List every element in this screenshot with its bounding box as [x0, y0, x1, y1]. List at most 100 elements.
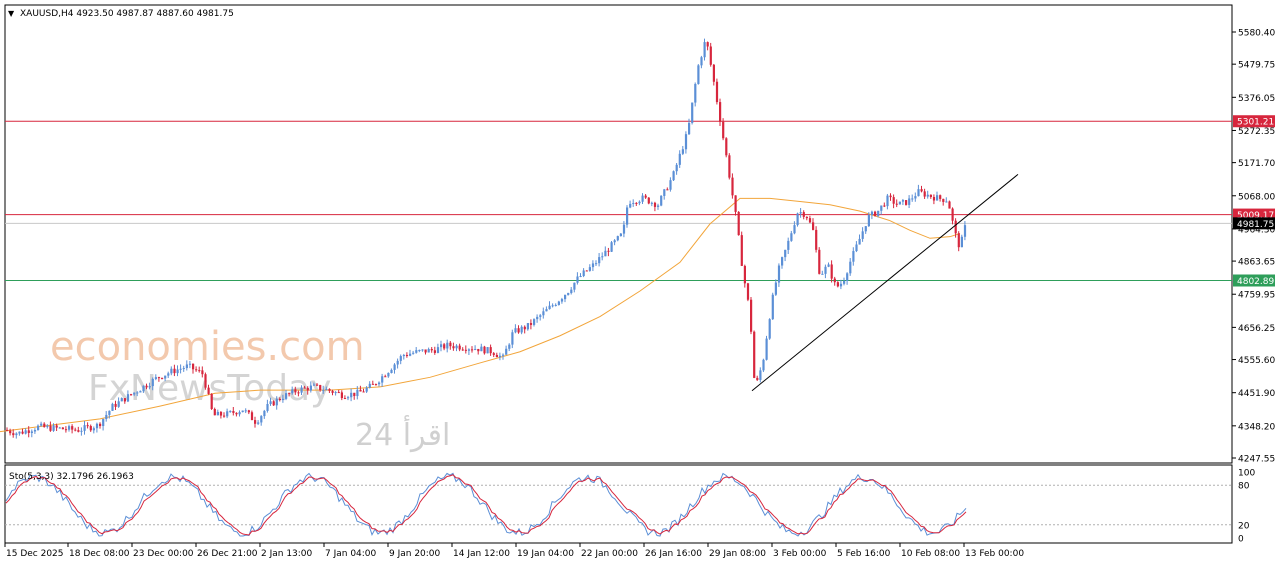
- candle-body: [182, 368, 185, 370]
- candle-body: [365, 387, 368, 392]
- candle-body: [712, 64, 715, 82]
- candle-body: [898, 201, 901, 205]
- time-tick-label-5: 7 Jan 04:00: [325, 549, 377, 559]
- candle-body: [579, 276, 582, 278]
- price-tick-label-13: 4247.55: [1238, 455, 1275, 465]
- candle-body: [536, 316, 539, 320]
- candle-body: [461, 349, 464, 351]
- candle-body: [474, 348, 477, 350]
- candle-body: [309, 385, 312, 391]
- ma-line: [0, 197, 961, 433]
- candle-body: [350, 392, 353, 398]
- candle-body: [864, 226, 867, 232]
- candle-body: [954, 220, 957, 234]
- candle-body: [195, 369, 198, 371]
- candle-body: [467, 349, 471, 351]
- candle-body: [951, 208, 954, 221]
- horizontal-levels: [5, 120, 1232, 282]
- candle-body: [728, 155, 731, 178]
- candle-body: [250, 412, 254, 421]
- candle-body: [697, 65, 700, 84]
- candle-body: [378, 382, 381, 385]
- candle-body: [12, 433, 15, 436]
- candle-body: [449, 342, 452, 347]
- price-tick-label-7: 4863.65: [1238, 258, 1275, 268]
- candle-body: [644, 195, 647, 198]
- candle-body: [306, 387, 309, 391]
- candle-body: [440, 344, 443, 348]
- candle-body: [936, 195, 939, 201]
- candle-body: [213, 409, 216, 416]
- candle-body: [427, 349, 430, 353]
- candle-body: [765, 338, 768, 360]
- candle-body: [226, 411, 229, 417]
- candle-body: [554, 304, 557, 306]
- candle-body: [471, 349, 474, 351]
- candle-body: [932, 197, 936, 201]
- candle-body: [170, 368, 173, 374]
- candle-body: [61, 427, 64, 430]
- candle-body: [963, 225, 967, 237]
- price-tick-label-1: 5479.75: [1238, 61, 1275, 71]
- candle-body: [613, 240, 616, 243]
- candle-body: [188, 363, 192, 365]
- candle-body: [768, 319, 771, 339]
- candle-body: [269, 401, 272, 405]
- time-tick-label-1: 18 Dec 08:00: [69, 549, 130, 559]
- candle-body: [390, 369, 393, 373]
- candle-body: [604, 250, 607, 257]
- watermark-partner2: اقرأ 24: [355, 414, 450, 453]
- candle-body: [830, 264, 833, 279]
- candle-body: [843, 280, 846, 284]
- candle-body: [74, 429, 77, 431]
- candle-body: [114, 403, 117, 407]
- candle-body: [855, 244, 858, 252]
- candle-body: [108, 410, 111, 415]
- chart-header: XAUUSD,H4 4923.50 4987.87 4887.60 4981.7…: [20, 9, 234, 19]
- candle-body: [368, 383, 371, 388]
- candle-body: [858, 238, 861, 245]
- candle-body: [443, 344, 446, 349]
- time-tick-label-8: 19 Jan 04:00: [517, 549, 574, 559]
- candle-body: [139, 391, 142, 393]
- candle-body: [316, 384, 319, 386]
- candle-body: [405, 354, 409, 356]
- time-axis: 15 Dec 2025 18 Dec 08:00 23 Dec 00:00 26 De…: [4, 543, 1024, 559]
- candle-body: [223, 415, 226, 417]
- candle-body: [402, 354, 405, 357]
- candle-body: [849, 261, 852, 274]
- candle-body: [52, 425, 55, 431]
- candle-body: [151, 378, 154, 387]
- candle-body: [582, 270, 585, 277]
- candle-body: [877, 210, 880, 216]
- candle-body: [675, 164, 678, 172]
- price-tick-label-11: 4451.90: [1238, 389, 1275, 399]
- candle-body: [610, 242, 613, 252]
- candle-body: [663, 189, 666, 196]
- candle-body: [911, 198, 914, 200]
- candle-body: [105, 414, 108, 420]
- candle-body: [130, 394, 133, 396]
- time-tick-label-11: 29 Jan 08:00: [709, 549, 766, 559]
- candle-body: [529, 323, 533, 325]
- stoch-axis-label-0: 100: [1238, 469, 1255, 479]
- candle-body: [629, 203, 632, 208]
- candle-body: [92, 428, 95, 431]
- candle-body: [706, 42, 709, 47]
- candle-body: [446, 342, 449, 349]
- candle-body: [30, 431, 33, 433]
- candle-body: [573, 282, 576, 290]
- candle-body: [883, 205, 886, 207]
- candle-body: [455, 345, 458, 349]
- candle-body: [595, 263, 598, 265]
- candle-body: [263, 410, 266, 417]
- candle-body: [347, 397, 350, 399]
- candle-body: [37, 425, 40, 430]
- candle-body: [337, 392, 340, 394]
- candle-body: [892, 197, 895, 204]
- candle-body: [657, 205, 660, 207]
- candle-body: [799, 212, 802, 214]
- candle-body: [319, 385, 322, 391]
- time-tick-label-10: 26 Jan 16:00: [645, 549, 702, 559]
